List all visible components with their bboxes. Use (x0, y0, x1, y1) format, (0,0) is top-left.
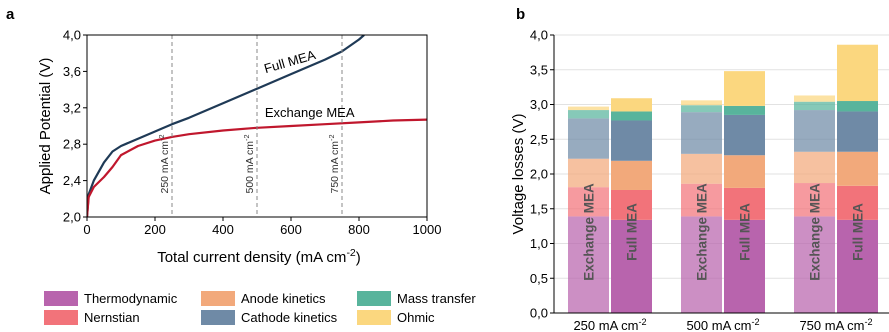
legend-swatch (357, 310, 391, 325)
bar-segment (724, 71, 765, 106)
y-axis-label-b: Voltage losses (V) (510, 114, 527, 235)
bar-segment (837, 44, 878, 102)
group-label: 500 mA cm-2 (686, 317, 759, 332)
y-tick-label-a: 2,0 (63, 210, 81, 225)
y-tick-label-b: 1,5 (530, 201, 548, 216)
panel-a-label: a (6, 6, 15, 23)
bar-segment (681, 153, 722, 184)
legend-label: Cathode kinetics (241, 310, 338, 325)
group-label: 750 mA cm-2 (799, 317, 872, 332)
y-tick-label-b: 4,0 (530, 28, 548, 43)
bar-segment (794, 101, 835, 111)
bar-name-label: Full MEA (851, 203, 866, 261)
bar-segment (794, 110, 835, 152)
legend-label: Thermodynamic (84, 291, 178, 306)
legend-label: Nernstian (84, 310, 140, 325)
bar-segment (611, 111, 652, 121)
bar-name-label: Exchange MEA (808, 183, 823, 281)
bar-segment (681, 183, 722, 217)
bar-segment (837, 185, 878, 220)
bar-segment (724, 105, 765, 115)
legend-swatch (201, 310, 235, 325)
legend-label: Ohmic (397, 310, 435, 325)
bar-segment (837, 101, 878, 112)
x-tick-label-a: 0 (83, 222, 90, 237)
legend-label: Anode kinetics (241, 291, 326, 306)
bar-segment (611, 189, 652, 220)
bar-segment (611, 98, 652, 112)
y-tick-label-b: 2,0 (530, 167, 548, 182)
y-tick-label-b: 0,5 (530, 271, 548, 286)
reference-line-label: 750 mA cm-2 (327, 134, 341, 193)
x-tick-label-a: 200 (144, 222, 166, 237)
panel-b-label: b (516, 6, 525, 23)
bar-segment (681, 112, 722, 154)
bar-segment (568, 118, 609, 159)
y-tick-label-b: 3,0 (530, 97, 548, 112)
legend-swatch (201, 291, 235, 306)
y-tick-label-a: 3,2 (63, 100, 81, 115)
y-tick-label-a: 3,6 (63, 64, 81, 79)
x-tick-label-a: 400 (212, 222, 234, 237)
bar-segment (794, 216, 835, 313)
x-tick-label-a: 800 (348, 222, 370, 237)
legend-swatch (357, 291, 391, 306)
reference-line-label: 250 mA cm-2 (157, 134, 171, 193)
y-tick-label-a: 4,0 (63, 28, 81, 43)
bar-segment (681, 100, 722, 106)
bar-segment (568, 106, 609, 111)
bar-segment (568, 110, 609, 119)
x-tick-label-a: 600 (280, 222, 302, 237)
bar-segment (794, 183, 835, 217)
y-tick-label-b: 0,0 (530, 306, 548, 321)
bar-segment (837, 111, 878, 152)
bar-segment (611, 219, 652, 313)
y-axis-label-a: Applied Potential (V) (37, 58, 54, 195)
bar-name-label: Full MEA (738, 203, 753, 261)
legend: Thermodynamic Nernstian Anode kinetics Cath… (44, 291, 476, 325)
bar-segment (681, 105, 722, 113)
x-tick-label-a: 1000 (413, 222, 442, 237)
bar-segment (724, 114, 765, 156)
legend-swatch (44, 291, 78, 306)
bar-segment (794, 95, 835, 102)
bar-name-label: Exchange MEA (582, 183, 597, 281)
bar-segment (724, 219, 765, 313)
y-tick-label-b: 2,5 (530, 132, 548, 147)
y-tick-label-a: 2,4 (63, 173, 81, 188)
legend-swatch (44, 310, 78, 325)
series-line (87, 35, 365, 217)
x-axis-label-a: Total current density (mA cm-2) (157, 247, 361, 266)
y-tick-label-b: 1,0 (530, 236, 548, 251)
bar-segment (568, 216, 609, 313)
bar-name-label: Full MEA (625, 203, 640, 261)
bar-segment (837, 219, 878, 313)
series-label: Full MEA (262, 47, 317, 76)
plot-frame-a (86, 34, 428, 218)
bar-segment (611, 120, 652, 161)
bar-segment (837, 151, 878, 186)
bar-segment (568, 187, 609, 217)
line-chart-panel-a: 250 mA cm-2 500 mA cm-2 750 mA cm-2 0 200 40… (37, 28, 441, 267)
series-label: Exchange MEA (265, 105, 355, 120)
bar-segment (794, 151, 835, 184)
reference-line-label: 500 mA cm-2 (242, 134, 256, 193)
y-tick-label-a: 2,8 (63, 137, 81, 152)
bar-chart-panel-b: Exchange MEA Full MEA Exchange MEA Full MEA… (510, 28, 889, 332)
bar-name-label: Exchange MEA (695, 183, 710, 281)
y-tick-label-b: 3,5 (530, 62, 548, 77)
bar-segment (681, 216, 722, 313)
bar-segment (611, 160, 652, 190)
bar-segment (724, 155, 765, 188)
bar-segment (724, 187, 765, 220)
group-label: 250 mA cm-2 (573, 317, 646, 332)
bar-segment (568, 158, 609, 188)
legend-label: Mass transfer (397, 291, 476, 306)
